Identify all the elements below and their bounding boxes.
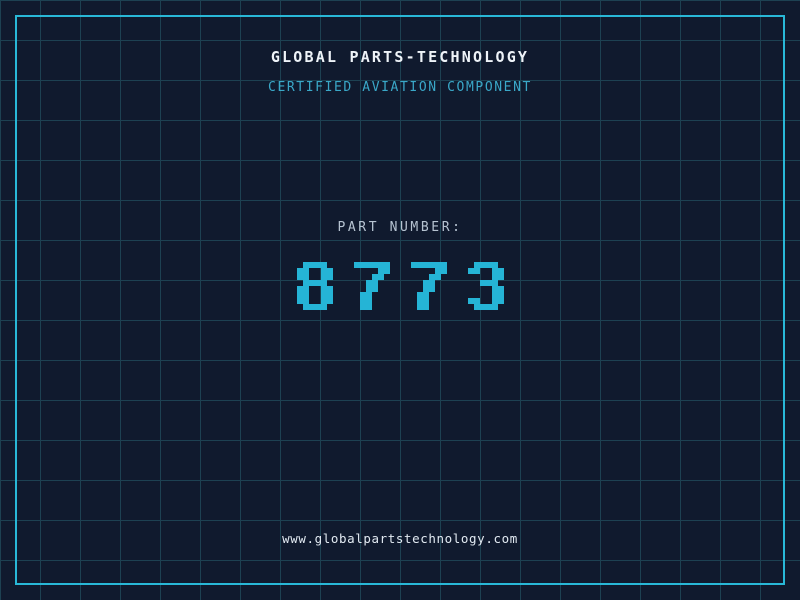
footer-website: www.globalpartstechnology.com — [282, 531, 518, 546]
part-number-digit — [291, 262, 339, 310]
page-title: GLOBAL PARTS-TECHNOLOGY — [270, 48, 530, 66]
part-number-digit — [405, 262, 453, 310]
part-number-value — [0, 262, 800, 310]
part-number-digit — [348, 262, 396, 310]
part-number-label: PART NUMBER: — [337, 220, 463, 235]
part-number-digit — [462, 262, 510, 310]
card-subtitle: CERTIFIED AVIATION COMPONENT — [268, 80, 532, 95]
